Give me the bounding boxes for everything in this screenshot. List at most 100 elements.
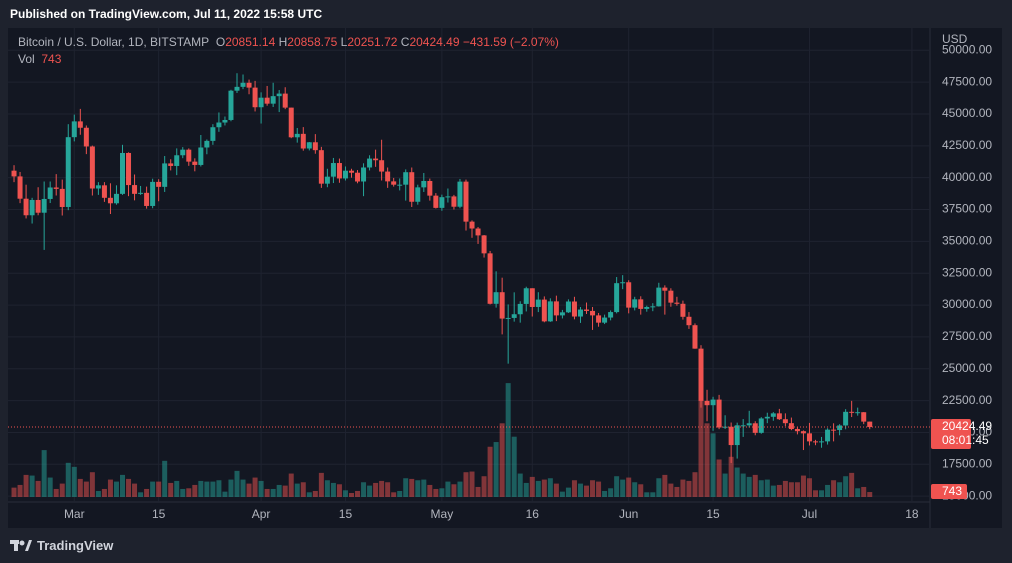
candle-body: [692, 325, 698, 349]
candle-body: [379, 160, 385, 172]
volume-bar: [65, 462, 71, 497]
symbol: Bitcoin / U.S. Dollar, 1D, BITSTAMP: [18, 35, 210, 49]
volume-bar: [523, 482, 529, 497]
volume-bar: [638, 484, 644, 497]
candle-body: [855, 412, 861, 414]
volume-bar: [614, 476, 620, 497]
candle-body: [204, 140, 210, 148]
volume-bar: [439, 488, 445, 497]
candles: [11, 73, 873, 464]
logo[interactable]: TradingView: [10, 538, 113, 553]
volume-bar: [59, 483, 65, 497]
candle-body: [439, 197, 445, 208]
candle-body: [53, 187, 59, 189]
candle-body: [180, 149, 186, 156]
candle-body: [764, 416, 770, 419]
volume-bar: [300, 482, 306, 497]
volume-bar: [53, 488, 59, 497]
candle-body: [662, 287, 668, 291]
candle-body: [373, 158, 379, 161]
volume-bar: [415, 480, 421, 497]
candle-body: [511, 314, 517, 318]
volume-bar: [849, 472, 855, 497]
candle-body: [198, 147, 204, 165]
candle-body: [240, 82, 246, 87]
volume-bar: [819, 490, 825, 497]
candle-body: [65, 137, 71, 207]
volume-bar: [517, 473, 523, 497]
volume-bar: [632, 482, 638, 497]
volume-bar: [505, 383, 511, 497]
volume-bars: [11, 383, 873, 497]
candle-body: [336, 163, 342, 179]
volume-bar: [17, 484, 23, 497]
volume-bar: [330, 482, 336, 497]
x-tick-label: 16: [526, 507, 540, 521]
volume-bar: [288, 473, 294, 497]
y-tick-label: 22500.00: [942, 393, 992, 407]
volume-bar: [83, 481, 89, 497]
candle-body: [794, 429, 800, 432]
candle-body: [312, 142, 318, 151]
volume-bar: [602, 490, 608, 497]
candle-body: [107, 197, 113, 204]
volume-bar: [800, 475, 806, 497]
candle-body: [788, 423, 794, 430]
h-value: 20858.75: [287, 35, 338, 49]
candle-body: [481, 235, 487, 254]
y-tick-label: 45000.00: [942, 106, 992, 120]
candle-body: [626, 282, 632, 308]
volume-bar: [138, 492, 144, 497]
candle-body: [47, 187, 53, 199]
candle-body: [632, 299, 638, 308]
y-tick-label: 25000.00: [942, 361, 992, 375]
volume-bar: [764, 479, 770, 497]
volume-bar: [101, 488, 107, 497]
candle-body: [493, 292, 499, 304]
volume-bar: [192, 484, 198, 497]
candle-body: [602, 317, 608, 323]
volume-bar: [867, 492, 873, 497]
published-note: Published on TradingView.com, Jul 11, 20…: [10, 7, 323, 21]
candle-body: [451, 196, 457, 207]
volume-bar: [493, 442, 499, 497]
volume-bar: [499, 423, 505, 497]
volume-bar: [590, 480, 596, 497]
volume-bar: [427, 484, 433, 497]
candle-body: [620, 282, 626, 284]
volume-bar: [391, 492, 397, 497]
volume-bar: [716, 459, 722, 497]
candle-body: [656, 287, 662, 307]
volume-bar: [23, 474, 29, 497]
candle-body: [433, 195, 439, 208]
volume-bar: [469, 471, 475, 497]
volume-bar: [379, 480, 385, 497]
c-label: C: [400, 35, 410, 49]
volume-bar: [252, 477, 258, 497]
candle-body: [861, 412, 867, 422]
candle-body: [782, 419, 788, 424]
last-price-label: 20424.49: [942, 419, 992, 433]
volume-bar: [541, 479, 547, 497]
candle-body: [505, 317, 511, 319]
candle-body: [517, 303, 523, 315]
volume-bar: [156, 481, 162, 497]
volume-bar: [776, 484, 782, 497]
x-tick-label: Jun: [619, 507, 638, 521]
candle-body: [487, 253, 493, 304]
candle-body: [95, 185, 101, 189]
candle-body: [330, 163, 336, 177]
candle-body: [758, 418, 764, 433]
volume-bar: [475, 486, 481, 497]
candle-body: [547, 301, 553, 322]
candle-body: [348, 170, 354, 173]
candle-body: [614, 283, 620, 313]
candle-body: [776, 413, 782, 420]
candle-body: [403, 172, 409, 185]
candle-body: [77, 121, 83, 128]
volume-bar: [740, 473, 746, 497]
volume-bar: [770, 485, 776, 497]
y-tick-label: 40000.00: [942, 170, 992, 184]
candle-body: [559, 312, 565, 316]
